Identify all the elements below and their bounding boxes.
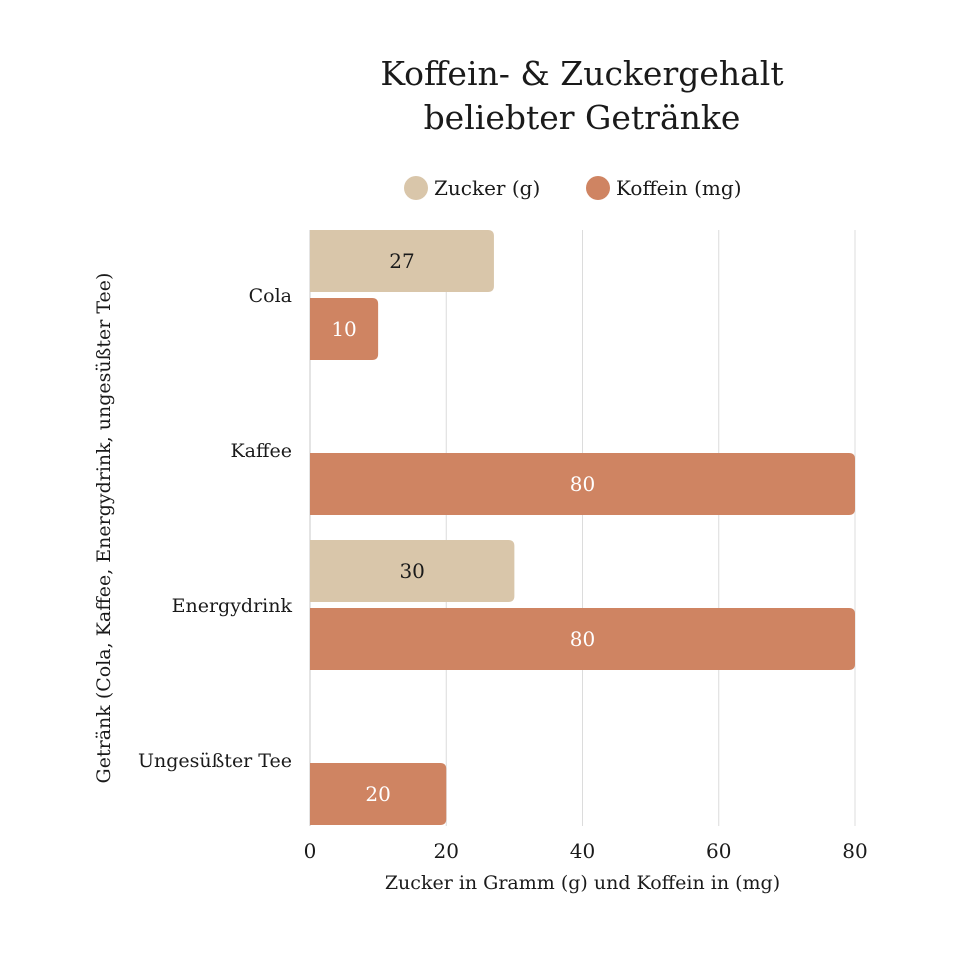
category-label: Energydrink (172, 595, 293, 617)
bar-label-sugar: 27 (389, 249, 414, 273)
bar-label-caffeine: 20 (365, 782, 390, 806)
bar-caffeine[interactable] (310, 763, 447, 825)
chart-title: Koffein- & Zuckergehalt beliebter Geträn… (380, 54, 784, 137)
legend-label-sugar: Zucker (g) (434, 176, 541, 200)
category-label: Ungesüßter Tee (138, 750, 292, 772)
category-label: Cola (249, 285, 292, 307)
x-tick-label: 60 (706, 839, 731, 863)
x-axis-title: Zucker in Gramm (g) und Koffein in (mg) (384, 872, 781, 894)
legend-label-caffeine: Koffein (mg) (616, 176, 742, 200)
bar-caffeine[interactable] (310, 298, 379, 360)
bar-caffeine[interactable] (310, 608, 855, 670)
bar-label-caffeine: 80 (570, 472, 595, 496)
legend-item-sugar[interactable]: Zucker (g) (404, 172, 540, 204)
x-tick-label: 20 (434, 839, 459, 863)
x-tick-label: 80 (842, 839, 867, 863)
category-label: Kaffee (230, 440, 292, 462)
x-tick-label: 0 (304, 839, 317, 863)
bar-label-caffeine: 80 (570, 627, 595, 651)
legend-swatch-caffeine (586, 176, 610, 200)
bar-sugar[interactable] (310, 540, 515, 602)
bar-layer (310, 230, 855, 825)
bar-caffeine[interactable] (310, 453, 855, 515)
legend: Zucker (g) Koffein (mg) (0, 172, 960, 204)
bar-sugar[interactable] (310, 230, 494, 292)
bar-label-sugar: 30 (399, 559, 424, 583)
bar-label-caffeine: 10 (331, 317, 356, 341)
label-layer: 0 20 40 60 80 Cola 27 10 Kaffee 80 Energydrink 30 80… (138, 249, 868, 863)
legend-item-caffeine[interactable]: Koffein (mg) (586, 172, 742, 204)
grid-layer (309, 230, 856, 826)
legend-swatch-sugar (404, 176, 428, 200)
x-tick-label: 40 (570, 839, 595, 863)
